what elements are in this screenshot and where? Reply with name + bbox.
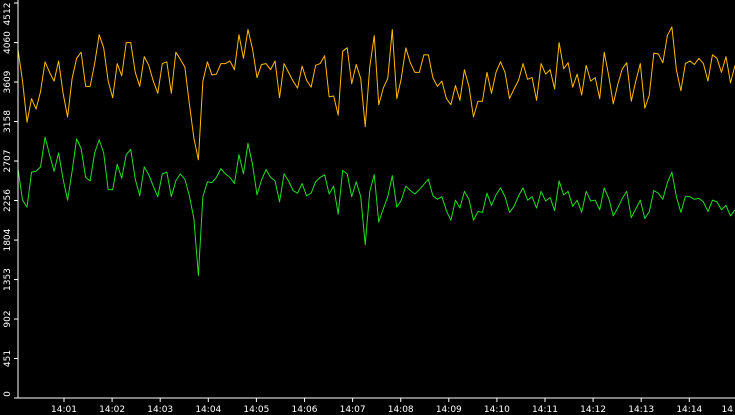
x-tick-label: 14:11: [532, 405, 558, 415]
y-tick-label: 1804: [3, 228, 13, 251]
y-tick-label: 0: [3, 391, 13, 397]
y-tick-label: 902: [3, 310, 13, 327]
x-tick-labels: 14:01 14:02 14:03 14:04 14:05 14:06 14:07 14:08…: [51, 405, 733, 415]
x-tick-label: 14:02: [99, 405, 125, 415]
x-tick-label: 14:03: [147, 405, 173, 415]
y-tick-label: 4512: [3, 3, 13, 26]
series-line-2: [17, 136, 735, 276]
y-tick-label: 2256: [3, 189, 13, 212]
x-tick-label: 14: [722, 405, 734, 415]
series-layer: [17, 26, 735, 276]
y-tick-label: 3158: [3, 110, 13, 133]
x-tick-label: 14:05: [243, 405, 269, 415]
x-tick-label: 14:14: [676, 405, 702, 415]
x-tick-label: 14:09: [436, 405, 462, 415]
series-line-1: [17, 26, 735, 161]
y-tick-label: 1353: [3, 268, 13, 291]
x-tick-label: 14:13: [628, 405, 654, 415]
y-tick-labels: 0 451 902 1353 1804 2256 2707 3158 3609 4060 4512: [3, 3, 13, 397]
grid-lines: [14, 2, 690, 402]
y-tick-label: 4060: [3, 31, 13, 54]
y-tick-label: 451: [3, 350, 13, 367]
y-tick-label: 3609: [3, 70, 13, 93]
x-tick-label: 14:12: [580, 405, 606, 415]
y-tick-label: 2707: [3, 150, 13, 173]
x-tick-label: 14:04: [195, 405, 221, 415]
x-tick-label: 14:07: [340, 405, 366, 415]
x-tick-label: 14:06: [292, 405, 318, 415]
x-tick-label: 14:01: [51, 405, 77, 415]
x-tick-label: 14:08: [388, 405, 414, 415]
x-tick-label: 14:10: [484, 405, 510, 415]
